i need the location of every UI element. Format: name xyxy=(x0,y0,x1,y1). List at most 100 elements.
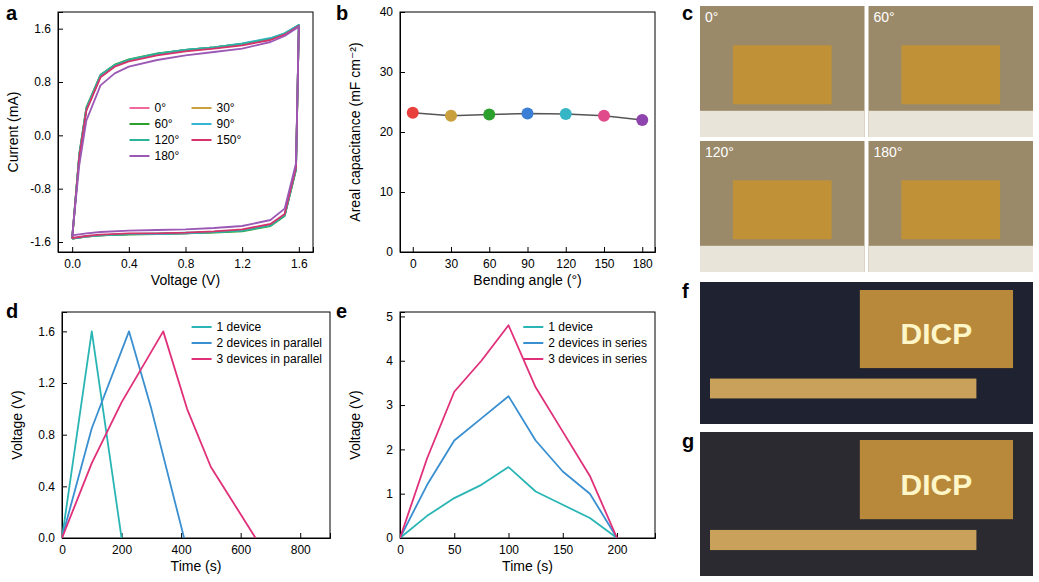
tick-label: 0 xyxy=(410,257,417,271)
tick-label: 1.2 xyxy=(38,376,55,390)
tick: 1.6 xyxy=(38,325,67,339)
tick-mark xyxy=(62,435,67,436)
axis-line xyxy=(401,313,406,539)
photo xyxy=(869,141,1034,272)
tick-label: 150 xyxy=(594,257,614,271)
tick: 90 xyxy=(521,247,535,271)
photo-detail xyxy=(860,290,1013,368)
tick-label: 0.8 xyxy=(34,75,51,89)
legend-swatch xyxy=(523,342,543,344)
photo-label: 0° xyxy=(705,9,718,25)
legend-item: 2 devices in parallel xyxy=(192,336,322,350)
tick-mark xyxy=(528,247,529,252)
tick-mark xyxy=(62,331,67,332)
figure: 0.00.40.81.21.6-1.6-0.80.00.81.6Voltage … xyxy=(0,0,1039,582)
tick: 60 xyxy=(483,247,497,271)
legend-label: 60° xyxy=(154,117,172,131)
data-line xyxy=(72,25,299,238)
tick: 0.4 xyxy=(38,480,67,494)
legend-item: 60° xyxy=(129,117,172,131)
tick: 50 xyxy=(448,533,462,557)
data-point xyxy=(522,107,534,119)
legend-swatch xyxy=(192,107,212,109)
y-axis-title: Areal capacitance (mF cm⁻²) xyxy=(347,42,363,221)
legend-label: 120° xyxy=(154,133,179,147)
legend-label: 150° xyxy=(217,133,242,147)
tick-label: 0.4 xyxy=(121,257,138,271)
tick: 600 xyxy=(231,533,251,557)
photo xyxy=(700,6,865,137)
x-axis: 0.00.40.81.21.6 xyxy=(59,247,314,271)
data-point xyxy=(598,110,610,122)
legend-item: 120° xyxy=(129,133,179,147)
legend: 1 device2 devices in parallel3 devices i… xyxy=(192,320,322,366)
tick: 180 xyxy=(633,247,653,271)
photo-detail xyxy=(901,45,1000,104)
legend-label: 3 devices in series xyxy=(548,352,647,366)
tick-label: 120 xyxy=(556,257,576,271)
legend-label: 180° xyxy=(154,149,179,163)
tick-mark xyxy=(563,533,564,538)
tick-label: 50 xyxy=(448,543,462,557)
tick-label: -0.8 xyxy=(30,182,51,196)
plot-frame xyxy=(400,312,655,538)
y-axis: 0.00.40.81.21.6 xyxy=(38,313,67,546)
panel: 0.00.40.81.21.6-1.6-0.80.00.81.6Voltage … xyxy=(5,12,314,288)
photo xyxy=(700,282,1033,424)
tick-label: -1.6 xyxy=(30,235,51,249)
tick: 0.0 xyxy=(64,247,81,271)
tick-mark xyxy=(58,135,63,136)
tick-label: 0 xyxy=(386,531,393,545)
panel: 0306090120150180010203040Bending angle (… xyxy=(347,5,656,288)
legend-item: 30° xyxy=(192,101,235,115)
tick: 3 xyxy=(386,398,405,412)
tick-mark xyxy=(454,533,455,538)
tick: 10 xyxy=(380,185,405,199)
tick-label: 180 xyxy=(633,257,653,271)
tick: 1 xyxy=(386,487,405,501)
data-point xyxy=(636,114,648,126)
tick: 200 xyxy=(608,533,628,557)
tick: 100 xyxy=(499,533,519,557)
tick: 1.2 xyxy=(38,376,67,390)
legend-swatch xyxy=(129,123,149,125)
tick-mark xyxy=(241,533,242,538)
tick-mark xyxy=(413,247,414,252)
data-line xyxy=(72,27,299,237)
tick-label: 0.4 xyxy=(38,480,55,494)
y-axis-title: Current (mA) xyxy=(5,92,21,173)
tick: 20 xyxy=(380,125,405,139)
legend-swatch xyxy=(192,123,212,125)
tick-label: 3 xyxy=(386,398,393,412)
tick-mark xyxy=(242,247,243,252)
legend-item: 0° xyxy=(129,101,166,115)
legend-item: 150° xyxy=(192,133,242,147)
photo-detail xyxy=(710,530,976,550)
panel: 02004006008000.00.40.81.21.6Time (s)Volt… xyxy=(9,312,331,574)
tick-mark xyxy=(400,405,405,406)
legend: 1 device2 devices in series3 devices in … xyxy=(523,320,647,366)
legend-item: 1 device xyxy=(523,320,593,334)
tick: 400 xyxy=(172,533,192,557)
y-axis-title: Voltage (V) xyxy=(347,390,363,459)
tick-label: 0.8 xyxy=(38,428,55,442)
tick-label: 600 xyxy=(231,543,251,557)
tick: 1.6 xyxy=(291,247,308,271)
tick-mark xyxy=(58,189,63,190)
tick: 1.6 xyxy=(34,22,63,36)
tick: 0.8 xyxy=(34,75,63,89)
panel-letter: e xyxy=(336,300,347,322)
legend-swatch xyxy=(129,139,149,141)
data-point xyxy=(445,110,457,122)
tick-label: 1 xyxy=(386,487,393,501)
legend-label: 90° xyxy=(217,117,235,131)
legend-label: 1 device xyxy=(548,320,593,334)
axis-line xyxy=(401,13,406,253)
plot-frame xyxy=(400,12,655,252)
x-axis: 0306090120150180 xyxy=(401,247,656,271)
photo xyxy=(700,141,865,272)
tick: 4 xyxy=(386,354,405,368)
legend-item: 3 devices in series xyxy=(523,352,647,366)
legend-label: 30° xyxy=(217,101,235,115)
x-axis-title: Time (s) xyxy=(502,558,553,574)
